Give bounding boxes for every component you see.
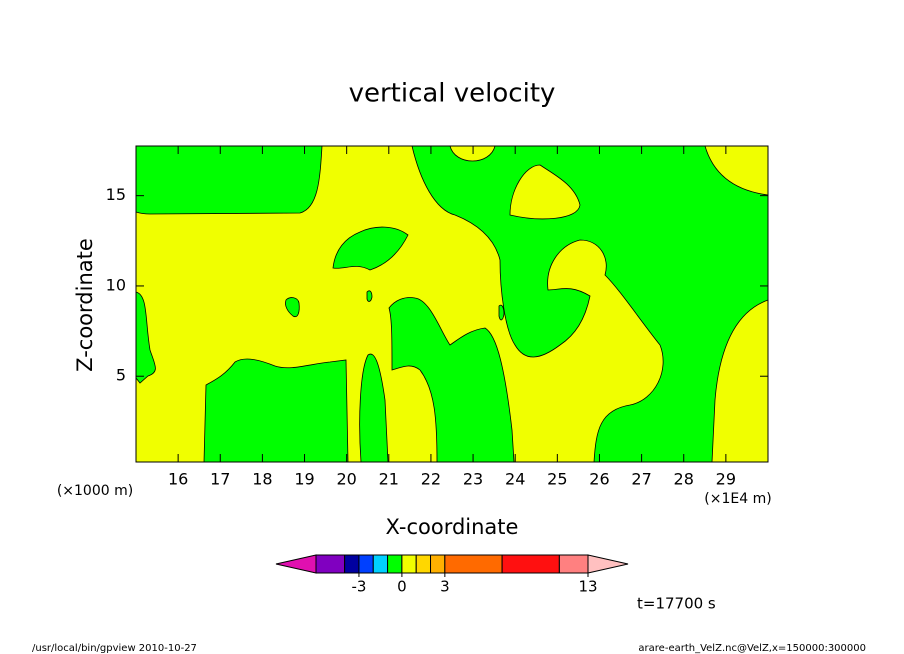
- contour-region: [332, 226, 409, 271]
- colorbar-tick-label: 0: [397, 578, 407, 596]
- x-tick-label: 23: [463, 470, 483, 489]
- colorbar-box: [358, 554, 374, 574]
- colorbar-box: [501, 554, 560, 574]
- y-tick-label: 10: [106, 275, 126, 294]
- x-tick-label: 25: [547, 470, 567, 489]
- y-axis-label: Z-coordinate: [73, 238, 97, 372]
- x-tick-label: 19: [294, 470, 314, 489]
- contour-region: [366, 290, 373, 302]
- chart-title: vertical velocity: [349, 79, 556, 109]
- x-tick-label: 22: [421, 470, 441, 489]
- x-tick-label: 21: [379, 470, 399, 489]
- y-tick-label: 5: [116, 366, 126, 385]
- contour-region: [509, 164, 581, 220]
- colorbar-tick-label: 13: [578, 578, 597, 596]
- y-tick-label: 15: [106, 185, 126, 204]
- colorbar-tick-label: -3: [351, 578, 366, 596]
- time-label: t=17700 s: [637, 595, 716, 613]
- colorbar-box: [401, 554, 417, 574]
- contour-region: [203, 358, 349, 463]
- x-tick-label: 16: [168, 470, 188, 489]
- colorbar-box: [387, 554, 403, 574]
- x-tick-label: 17: [210, 470, 230, 489]
- contour-region: [388, 297, 515, 463]
- colorbar-tick-label: 3: [440, 578, 450, 596]
- x-tick-label: 20: [336, 470, 356, 489]
- contour-region: [135, 145, 323, 215]
- colorbar-extend-low: [275, 554, 317, 574]
- x-tick-label: 28: [674, 470, 694, 489]
- x-tick-label: 26: [589, 470, 609, 489]
- contour-region: [359, 353, 389, 463]
- footer-left: /usr/local/bin/gpview 2010-10-27: [32, 643, 197, 654]
- y-unit: (×1000 m): [57, 483, 133, 499]
- colorbar-box: [444, 554, 503, 574]
- contour-region: [285, 297, 300, 318]
- x-axis-label: X-coordinate: [386, 515, 519, 539]
- contour-region: [135, 291, 156, 384]
- colorbar-box: [558, 554, 589, 574]
- plot-frame: [135, 145, 769, 463]
- x-unit: (×1E4 m): [704, 491, 771, 507]
- x-tick-label: 27: [631, 470, 651, 489]
- colorbar-box: [372, 554, 389, 574]
- colorbar-box: [415, 554, 432, 574]
- footer-right: arare-earth_VelZ.nc@VelZ,x=150000:300000: [638, 643, 866, 654]
- x-tick-label: 29: [716, 470, 736, 489]
- x-tick-label: 24: [505, 470, 525, 489]
- colorbar-box: [430, 554, 446, 574]
- colorbar-box: [315, 554, 346, 574]
- contour-region: [498, 304, 505, 321]
- colorbar-extend-high: [587, 554, 629, 574]
- contour-region: [411, 145, 769, 463]
- colorbar-box: [344, 554, 360, 574]
- plot-area: [135, 145, 769, 463]
- x-tick-label: 18: [252, 470, 272, 489]
